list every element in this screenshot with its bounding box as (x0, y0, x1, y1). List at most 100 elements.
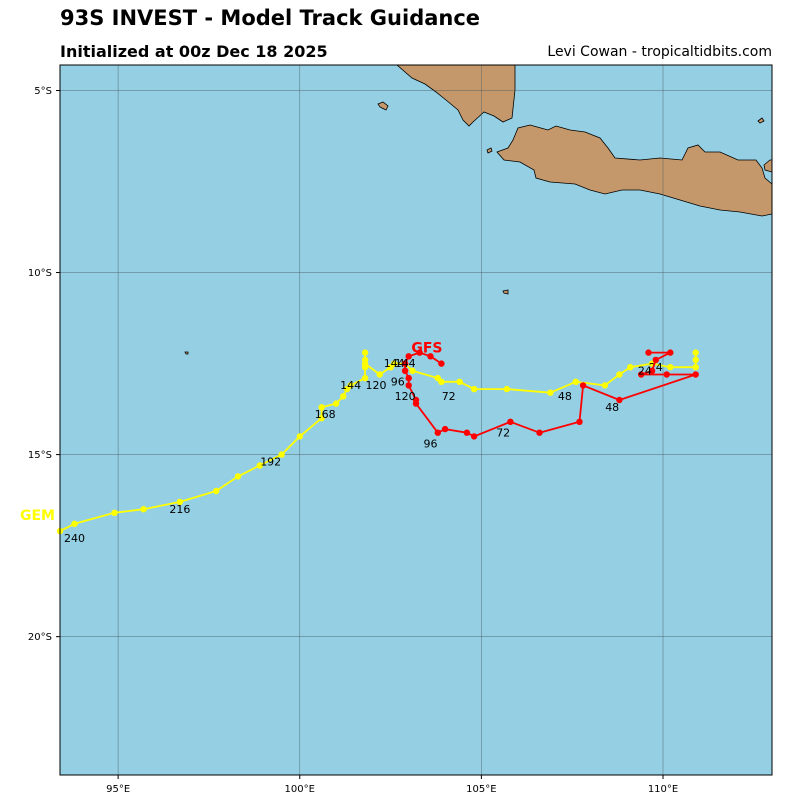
land-layer (184, 65, 772, 355)
lat-tick-label: 20°S (28, 632, 52, 643)
small-islet (757, 117, 765, 124)
track-point (140, 506, 147, 513)
track-point (256, 462, 263, 469)
lon-tick-label: 100°E (285, 784, 315, 795)
track-point (692, 364, 699, 371)
track-point (627, 364, 634, 371)
bali-landmass (763, 159, 772, 173)
small-islet (486, 147, 493, 154)
track-point (470, 433, 478, 440)
christmas-island (502, 289, 509, 295)
forecast-hour-label: 96 (391, 375, 405, 388)
forecast-hour-label: 24 (638, 365, 652, 378)
track-point (601, 382, 609, 389)
track-point (405, 353, 412, 360)
forecast-hour-label: 144 (384, 357, 405, 370)
track-point (376, 371, 383, 378)
forecast-hour-label: 168 (315, 408, 336, 421)
track-point (470, 385, 478, 393)
track-point (663, 371, 670, 378)
track-point (340, 393, 347, 400)
map-frame (59, 64, 773, 776)
track-point (361, 349, 369, 356)
track-point (692, 356, 699, 364)
forecast-hour-label: 120 (395, 390, 416, 403)
lon-tick-label: 95°E (106, 784, 130, 795)
track-point (176, 498, 184, 506)
track-point (71, 520, 78, 527)
track-point (616, 371, 623, 378)
lon-tick-label: 110°E (648, 784, 678, 795)
track-point (278, 451, 285, 458)
track-point (503, 385, 510, 393)
track-point (409, 367, 416, 374)
enggano-islet (377, 101, 389, 111)
track-point (318, 415, 325, 422)
lat-tick-label: 15°S (28, 450, 52, 461)
track-point (343, 385, 351, 393)
track-point (547, 389, 554, 396)
forecast-hour-label: 48 (558, 390, 572, 403)
track-layer: 24487296120144144168192216240GEM24487296… (20, 341, 699, 545)
track-point (234, 473, 242, 480)
forecast-hour-label: 120 (366, 379, 387, 392)
init-time-subtitle: Initialized at 00z Dec 18 2025 (60, 42, 328, 61)
track-point (318, 404, 325, 411)
track-point (667, 349, 674, 356)
track-point (111, 509, 118, 516)
credit-label: Levi Cowan - tropicaltidbits.com (547, 44, 772, 60)
sumatra-landmass (396, 65, 516, 127)
track-point (692, 349, 699, 356)
lat-tick-label: 10°S (28, 268, 52, 279)
track-point (438, 360, 445, 367)
axis-labels: 5°S 10°S 15°S 20°S 95°E 100°E 105°E 110°E (28, 86, 678, 795)
track-point (361, 364, 369, 371)
track-point (572, 378, 579, 385)
track-point (401, 360, 409, 367)
track-point (434, 429, 441, 436)
forecast-hour-label: 240 (64, 532, 85, 545)
forecast-hour-label: 72 (442, 390, 456, 403)
track-point (361, 356, 369, 364)
forecast-hour-label: 144 (395, 357, 416, 370)
map-title: 93S INVEST - Model Track Guidance (60, 6, 481, 30)
forecast-hour-label: 192 (260, 456, 281, 469)
forecast-hour-label: 48 (605, 401, 619, 414)
track-point (616, 396, 623, 404)
track-point (456, 378, 463, 385)
track-point (652, 356, 659, 364)
track-point (213, 487, 220, 495)
java-landmass (496, 124, 772, 217)
track-point (427, 353, 434, 360)
track-point (692, 371, 699, 378)
track-point (387, 364, 394, 371)
track-point (361, 374, 369, 382)
model-label-gfs: GFS (411, 341, 442, 357)
track-point (507, 418, 514, 425)
cocos-islands (184, 351, 189, 355)
track-point (667, 364, 674, 371)
forecast-hour-label: 72 (496, 426, 510, 439)
forecast-hour-label: 96 (424, 437, 438, 450)
track-point (536, 429, 543, 436)
track-point (441, 425, 449, 433)
track-point (296, 433, 303, 440)
track-point (332, 400, 340, 407)
track-point (405, 382, 412, 389)
model-label-gem: GEM (20, 508, 55, 524)
track-point (579, 382, 587, 389)
lat-tick-label: 5°S (34, 86, 52, 97)
track-point (645, 349, 652, 356)
track-point (412, 396, 420, 404)
grid-lines (60, 65, 772, 775)
lon-tick-label: 105°E (466, 784, 496, 795)
forecast-hour-label: 144 (340, 379, 361, 392)
track-point (401, 367, 409, 374)
track-point (463, 429, 471, 436)
track-point (405, 374, 412, 382)
track-point (638, 371, 645, 378)
forecast-hour-label: 216 (169, 503, 190, 516)
